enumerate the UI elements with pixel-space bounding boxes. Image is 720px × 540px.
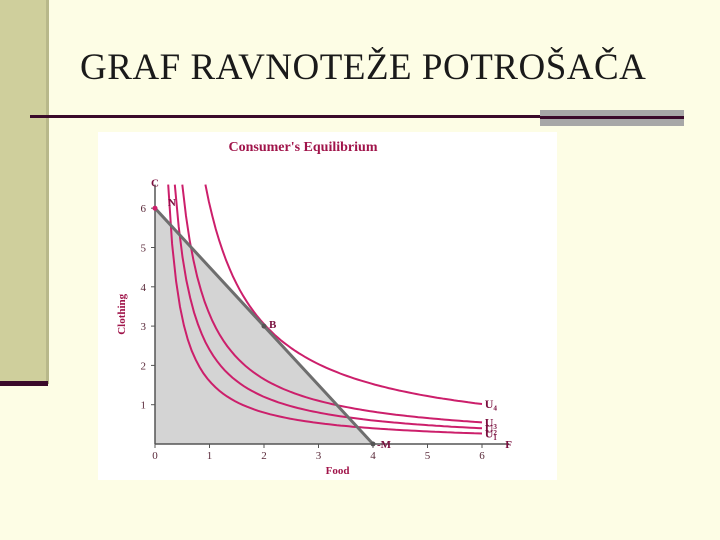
indifference-label-1: U₁ (485, 427, 498, 441)
x-tick-label-0: 0 (152, 450, 158, 462)
indifference-curve-2 (173, 184, 483, 430)
indifference-curve-1 (167, 184, 483, 435)
y-axis-label: Clothing (116, 293, 128, 334)
point-n-marker (152, 205, 158, 211)
y-tick-label-6: 6 (141, 203, 147, 215)
sidebar-band (0, 0, 46, 384)
chart-title: Consumer's Equilibrium (229, 140, 378, 155)
indifference-curve-3 (181, 184, 483, 424)
x-tick-label-5: 5 (425, 450, 431, 462)
point-n-label: N (168, 197, 176, 209)
y-tick-label-4: 4 (141, 282, 147, 294)
indifference-label-4: U₄ (485, 397, 498, 411)
chart-panel: Consumer's Equilibrium 0 1 2 3 4 5 6 1 2 3 4 5 6 Food… (98, 132, 557, 480)
point-m-label: -M (377, 439, 392, 451)
point-b-marker (261, 323, 267, 329)
indifference-label-2: U₂ (485, 421, 498, 435)
y-tick-label-3: 3 (141, 321, 147, 333)
point-c-label: C (151, 178, 159, 190)
consumer-equilibrium-chart: Consumer's Equilibrium 0 1 2 3 4 5 6 1 2 3 4 5 6 Food… (116, 140, 512, 477)
sidebar-edge (46, 0, 49, 384)
x-tick-label-3: 3 (316, 450, 322, 462)
y-tick-label-1: 1 (141, 400, 147, 412)
title-rule (30, 115, 684, 118)
x-axis-label: Food (326, 465, 350, 477)
point-m-marker (370, 441, 376, 447)
x-tick-label-1: 1 (207, 450, 213, 462)
title-rule-accent-line (540, 116, 684, 119)
indifference-curve-4 (204, 184, 483, 405)
sidebar-rule (0, 381, 48, 386)
indifference-label-3: U₃ (485, 415, 498, 429)
point-b-label: B (269, 319, 277, 331)
y-tick-label-5: 5 (141, 243, 147, 255)
slide-title: GRAF RAVNOTEŽE POTROŠAČA (80, 47, 647, 88)
point-f-label: F (505, 439, 512, 451)
x-tick-label-6: 6 (479, 450, 485, 462)
x-tick-label-2: 2 (261, 450, 267, 462)
x-tick-label-4: 4 (370, 450, 376, 462)
y-tick-label-2: 2 (141, 360, 147, 372)
